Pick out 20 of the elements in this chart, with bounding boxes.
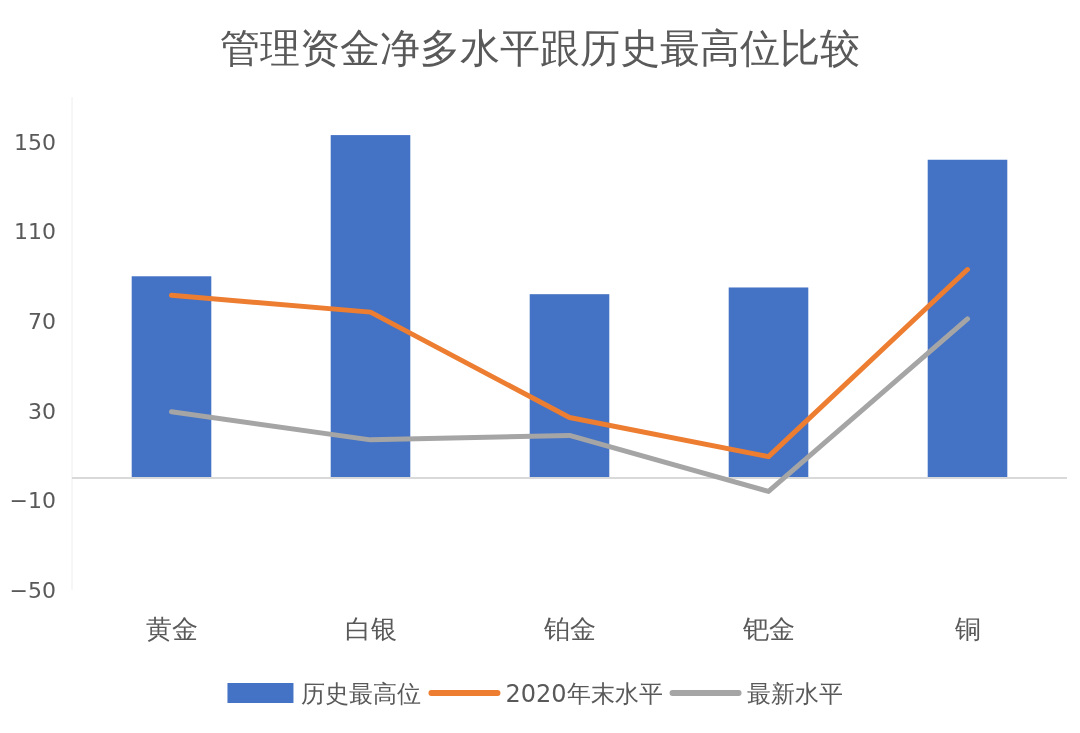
legend-label: 历史最高位 xyxy=(301,680,422,708)
y-tick-label: 150 xyxy=(14,129,56,155)
y-tick-label: −50 xyxy=(9,578,56,603)
bar xyxy=(529,294,610,478)
x-tick-label: 铜 xyxy=(953,614,981,644)
bar xyxy=(927,159,1008,478)
legend-label: 2020年末水平 xyxy=(505,680,663,708)
chart-title: 管理资金净多水平跟历史最高位比较 xyxy=(220,25,860,71)
bar xyxy=(330,135,411,478)
bar xyxy=(131,276,212,478)
y-tick-label: 70 xyxy=(28,309,56,335)
x-tick-label: 钯金 xyxy=(741,614,795,644)
y-tick-label: 30 xyxy=(28,398,56,424)
legend-label: 最新水平 xyxy=(746,680,843,708)
y-tick-label: −10 xyxy=(9,488,56,514)
x-tick-label: 黄金 xyxy=(145,614,198,644)
x-tick-label: 铂金 xyxy=(542,614,596,644)
x-tick-label: 白银 xyxy=(344,614,397,644)
y-tick-label: 110 xyxy=(14,219,56,245)
bar xyxy=(728,287,809,478)
